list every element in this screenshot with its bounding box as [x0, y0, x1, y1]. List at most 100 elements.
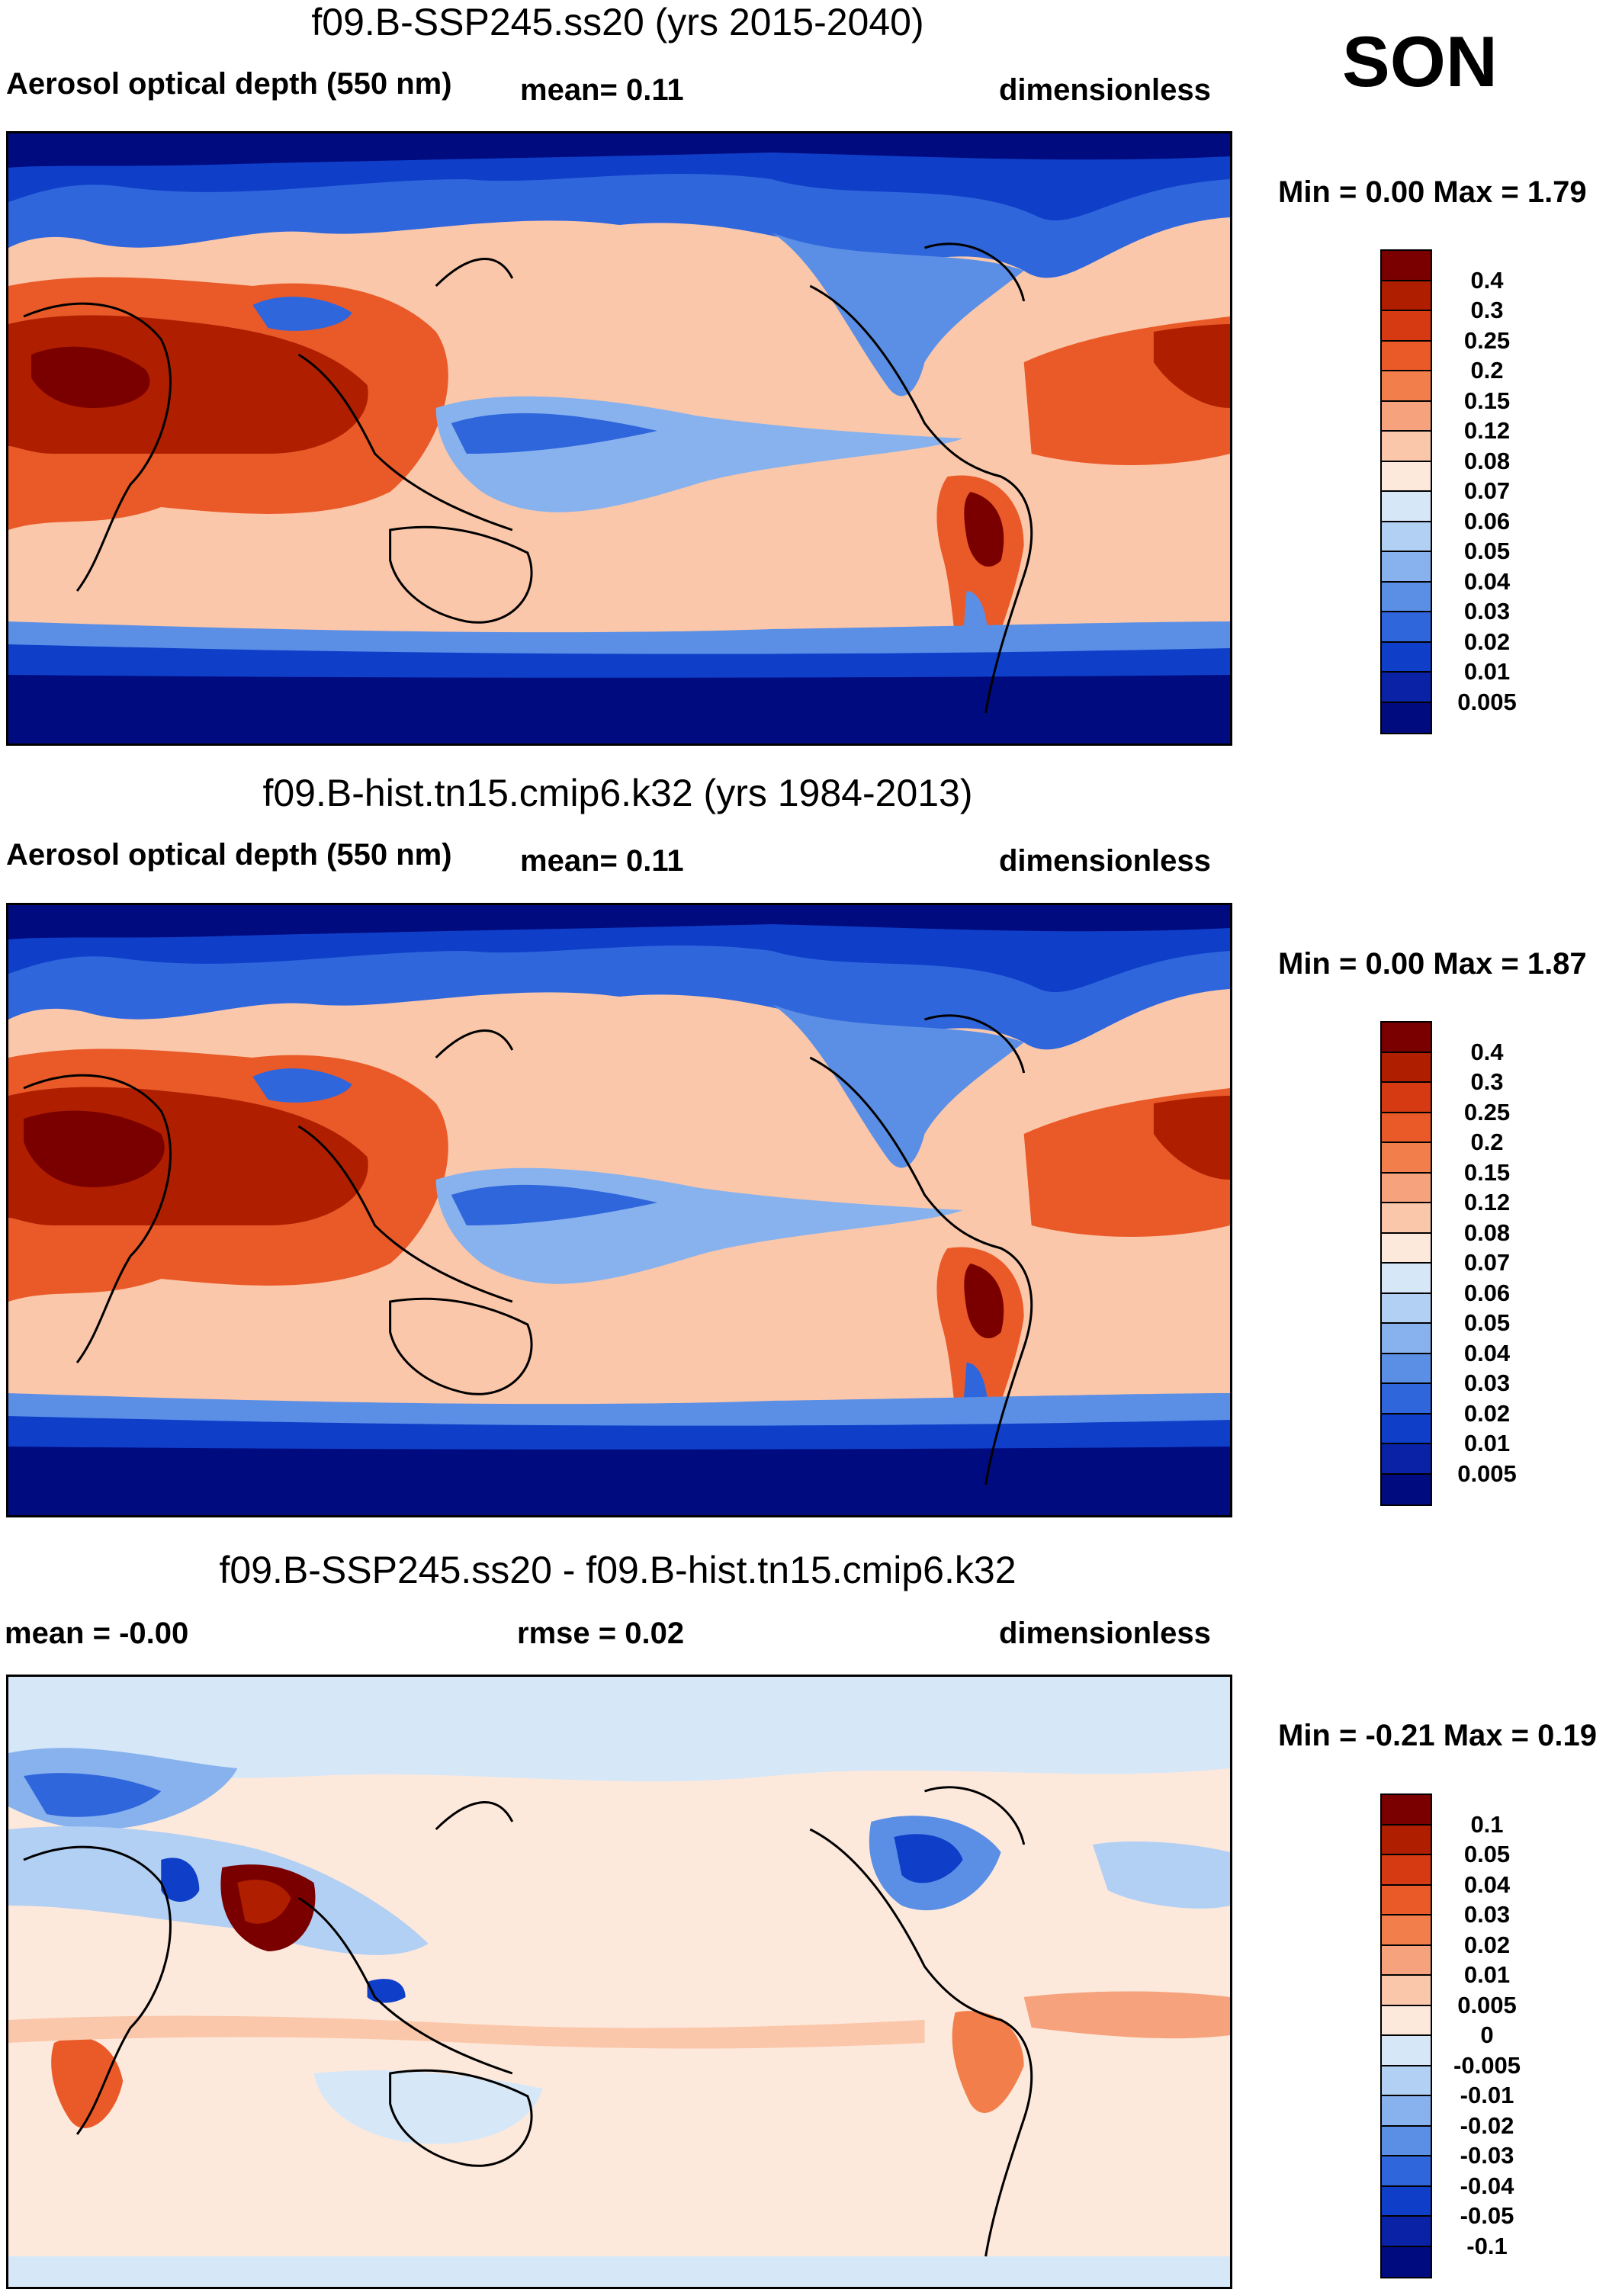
- colorbar-segment: [1382, 2186, 1431, 2217]
- colorbar-segment: [1382, 1825, 1431, 1855]
- colorbar-tick-label: 0.02: [1463, 1399, 1511, 1427]
- colorbar-segment: [1382, 1384, 1431, 1415]
- colorbar-segment: [1382, 1143, 1431, 1174]
- colorbar-segment: [1382, 2096, 1431, 2127]
- colorbar-segment: [1382, 1915, 1431, 1946]
- colorbar-segment: [1382, 1414, 1431, 1444]
- panel-3-contour-field: [8, 1677, 1230, 2287]
- colorbar-tick-label: -0.04: [1460, 2172, 1514, 2199]
- colorbar-segment: [1382, 702, 1431, 733]
- panel-3-rmse-label: rmse = 0.02: [517, 1617, 685, 1650]
- colorbar-segment: [1382, 1083, 1431, 1113]
- panel-2-map: [6, 903, 1232, 1517]
- colorbar-tick-label: 0.08: [1463, 447, 1511, 474]
- colorbar-tick-label: 0.02: [1463, 1931, 1511, 1958]
- colorbar-segment: [1382, 522, 1431, 552]
- colorbar-tick-label: 0.01: [1463, 1961, 1511, 1988]
- colorbar-segment: [1382, 1203, 1431, 1234]
- colorbar-segment: [1382, 2246, 1431, 2277]
- colorbar-tick-label: 0.06: [1463, 1279, 1511, 1306]
- colorbar-tick-label: 0.2: [1470, 1129, 1504, 1155]
- colorbar-tick-label: 0.1: [1470, 1810, 1504, 1838]
- colorbar-segment: [1382, 1113, 1431, 1143]
- colorbar-tick-label: 0.3: [1470, 1068, 1504, 1095]
- colorbar-segment: [1382, 492, 1431, 522]
- colorbar-tick-label: -0.005: [1453, 2051, 1521, 2079]
- colorbar-segment: [1382, 673, 1431, 703]
- panel-1-range-label: Min = 0.00 Max = 1.79: [1278, 175, 1587, 209]
- colorbar-tick-label: 0.05: [1463, 1309, 1511, 1336]
- panel-3-title: f09.B-SSP245.ss20 - f09.B-hist.tn15.cmip…: [219, 1549, 1017, 1591]
- colorbar-segment: [1382, 1354, 1431, 1384]
- colorbar-tick-label: 0.01: [1463, 658, 1511, 685]
- colorbar-segment: [1382, 1324, 1431, 1354]
- colorbar-tick-label: 0.01: [1463, 1430, 1511, 1456]
- colorbar-tick-label: 0.005: [1457, 688, 1517, 715]
- colorbar-segment: [1382, 1173, 1431, 1203]
- colorbar-segment: [1382, 1023, 1431, 1053]
- panel-1-units-label: dimensionless: [999, 73, 1211, 107]
- colorbar-segment: [1382, 2005, 1431, 2036]
- colorbar-segment: [1382, 612, 1431, 643]
- colorbar-segment: [1382, 401, 1431, 432]
- colorbar-tick-label: 0.4: [1470, 1038, 1504, 1065]
- colorbar-segment: [1382, 1855, 1431, 1886]
- colorbar-tick-label: 0.03: [1463, 1901, 1511, 1928]
- panel-2-variable-label: Aerosol optical depth (550 nm): [6, 838, 452, 872]
- colorbar-segment: [1382, 251, 1431, 281]
- colorbar-segment: [1382, 642, 1431, 673]
- colorbar-tick-label: 0.005: [1457, 1991, 1517, 2018]
- colorbar-segment: [1382, 1976, 1431, 2006]
- colorbar-segment: [1382, 461, 1431, 492]
- colorbar-tick-label: 0.03: [1463, 598, 1511, 625]
- colorbar-segment: [1382, 1795, 1431, 1826]
- colorbar-tick-label: 0.12: [1463, 417, 1511, 444]
- colorbar-segment: [1382, 432, 1431, 462]
- panel-3-colorbar: [1380, 1793, 1432, 2278]
- panel-1-title: f09.B-SSP245.ss20 (yrs 2015-2040): [311, 1, 924, 43]
- colorbar-tick-label: 0.005: [1457, 1459, 1517, 1487]
- colorbar-tick-label: 0.08: [1463, 1219, 1511, 1246]
- colorbar-tick-label: -0.02: [1460, 2111, 1514, 2139]
- colorbar-tick-label: 0.2: [1470, 357, 1504, 384]
- panel-1-mean-label: mean= 0.11: [520, 73, 684, 107]
- colorbar-segment: [1382, 2217, 1431, 2247]
- colorbar-tick-label: -0.03: [1460, 2142, 1514, 2169]
- colorbar-tick-label: 0.3: [1470, 297, 1504, 323]
- colorbar-tick-label: 0.04: [1463, 567, 1511, 595]
- colorbar-tick-label: 0: [1480, 2021, 1494, 2048]
- season-label: SON: [1342, 21, 1498, 101]
- colorbar-segment: [1382, 311, 1431, 342]
- colorbar-tick-label: 0.05: [1463, 538, 1511, 564]
- panel-3-units-label: dimensionless: [999, 1617, 1211, 1650]
- colorbar-tick-label: 0.06: [1463, 507, 1511, 535]
- colorbar-tick-label: 0.03: [1463, 1370, 1511, 1396]
- colorbar-segment: [1382, 1293, 1431, 1324]
- colorbar-tick-label: 0.05: [1463, 1841, 1511, 1867]
- panel-2-range-label: Min = 0.00 Max = 1.87: [1278, 947, 1587, 981]
- colorbar-segment: [1382, 2066, 1431, 2096]
- colorbar-segment: [1382, 1052, 1431, 1083]
- panel-3-mean-label: mean = -0.00: [5, 1617, 189, 1650]
- colorbar-segment: [1382, 582, 1431, 612]
- colorbar-segment: [1382, 1474, 1431, 1504]
- colorbar-tick-label: 0.4: [1470, 266, 1504, 294]
- colorbar-segment: [1382, 1233, 1431, 1264]
- colorbar-segment: [1382, 341, 1431, 371]
- panel-2-units-label: dimensionless: [999, 844, 1211, 878]
- panel-1-contour-field: [8, 133, 1230, 743]
- colorbar-segment: [1382, 1885, 1431, 1915]
- colorbar-tick-label: 0.07: [1463, 477, 1511, 504]
- panel-2-title: f09.B-hist.tn15.cmip6.k32 (yrs 1984-2013…: [262, 772, 973, 814]
- colorbar-tick-label: 0.15: [1463, 1158, 1511, 1186]
- colorbar-segment: [1382, 2036, 1431, 2066]
- colorbar-tick-label: -0.05: [1460, 2202, 1514, 2229]
- colorbar-tick-label: 0.12: [1463, 1189, 1511, 1215]
- colorbar-segment: [1382, 1444, 1431, 1475]
- panel-2-mean-label: mean= 0.11: [520, 844, 684, 878]
- panel-3-map: [6, 1675, 1232, 2289]
- colorbar-segment: [1382, 2156, 1431, 2187]
- colorbar-tick-label: 0.04: [1463, 1871, 1511, 1898]
- colorbar-segment: [1382, 1945, 1431, 1976]
- panel-2-contour-field: [8, 905, 1230, 1515]
